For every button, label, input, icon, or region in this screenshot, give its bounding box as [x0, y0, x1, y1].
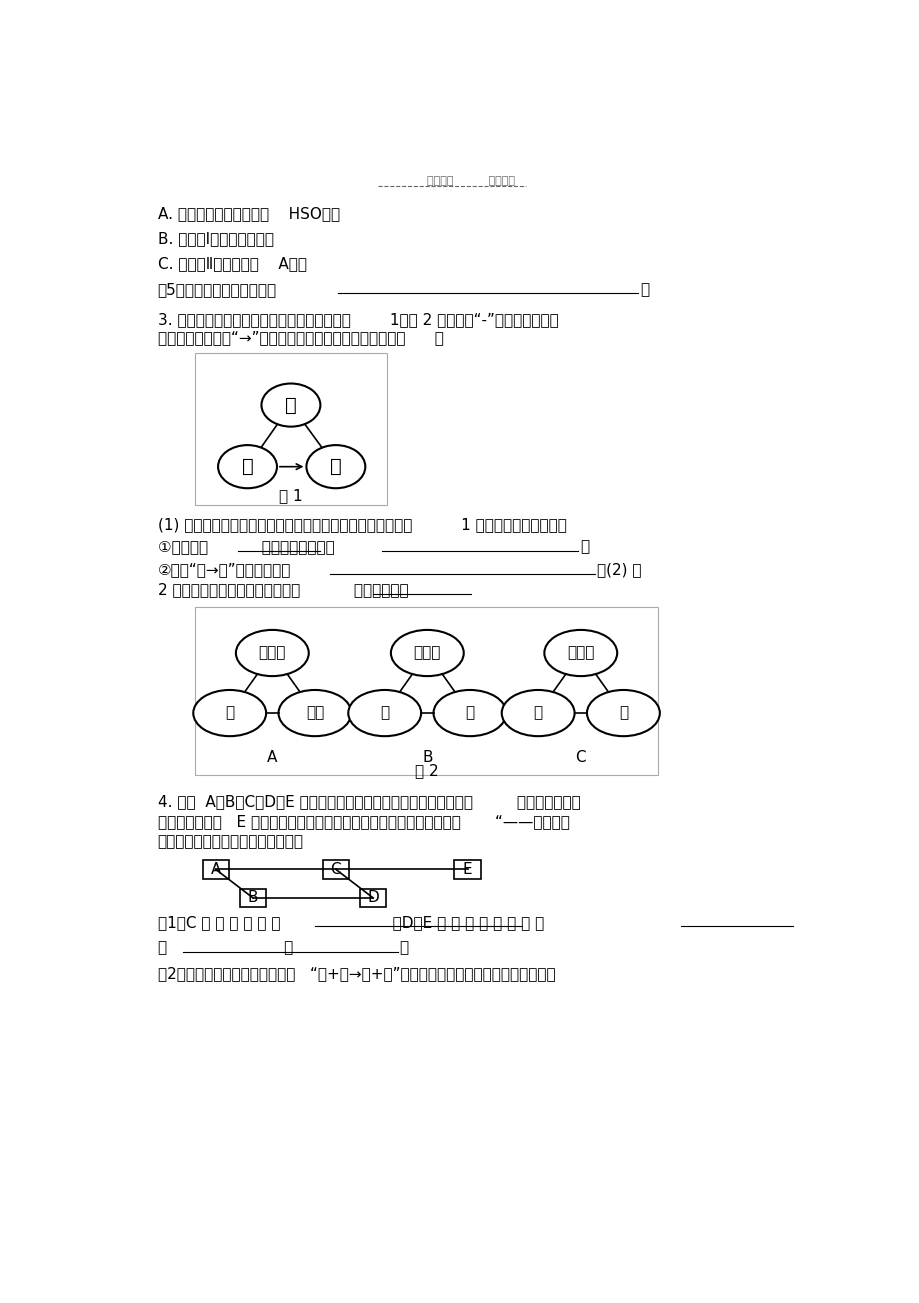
Text: ②写出“乙→丙”的化学方程式: ②写出“乙→丙”的化学方程式	[157, 562, 290, 577]
Text: A: A	[267, 751, 278, 765]
Text: （5）请写出铜的一种用途：: （5）请写出铜的一种用途：	[157, 281, 277, 297]
Ellipse shape	[586, 691, 659, 736]
Ellipse shape	[433, 691, 505, 736]
Text: 。(2) 图: 。(2) 图	[596, 562, 641, 577]
Text: 酸: 酸	[225, 705, 234, 721]
Text: C. 往滤渣Ⅱ中加入试剂    A不足: C. 往滤渣Ⅱ中加入试剂 A不足	[157, 255, 306, 271]
Text: B: B	[247, 890, 258, 906]
Text: 氧化物: 氧化物	[414, 645, 440, 661]
Text: 4. 已知  A、B、C、D、E 分别是稀盐酸、氮氧化钓溶液、硜酸铜溶液         、氧化鐵和一氧: 4. 已知 A、B、C、D、E 分别是稀盐酸、氮氧化钓溶液、硜酸铜溶液 、氧化鐵…	[157, 794, 580, 809]
Text: 。: 。	[399, 941, 408, 955]
Text: 丙: 丙	[330, 457, 341, 476]
FancyBboxPatch shape	[195, 607, 658, 775]
Text: A: A	[210, 861, 221, 877]
Ellipse shape	[235, 629, 309, 676]
Text: 图 1: 图 1	[278, 489, 302, 503]
Text: （1）C 的 一 种 用 途 是                       ；D、E 反 应 的 化 学 方 程 式: （1）C 的 一 种 用 途 是 ；D、E 反 应 的 化 学 方 程 式	[157, 915, 543, 930]
Text: 3. 不同类别的物质间存在着一定的关系，如图        1、图 2 所示。（“-”表示相连的两种: 3. 不同类别的物质间存在着一定的关系，如图 1、图 2 所示。（“-”表示相连…	[157, 311, 558, 327]
Ellipse shape	[348, 691, 421, 736]
Text: 质在一定条件下可以反应。请回答：: 质在一定条件下可以反应。请回答：	[157, 834, 303, 850]
FancyBboxPatch shape	[454, 860, 481, 878]
Text: A. 往混合粉末中加入的稀    HSO不足: A. 往混合粉末中加入的稀 HSO不足	[157, 206, 339, 222]
Text: ①乙物质是           ，它的一种用途是: ①乙物质是 ，它的一种用途是	[157, 539, 334, 554]
Text: E: E	[462, 861, 472, 877]
Ellipse shape	[544, 629, 617, 676]
Text: 氧化物: 氧化物	[258, 645, 286, 661]
Text: C: C	[330, 861, 341, 877]
Text: 碌: 碌	[465, 705, 474, 721]
Text: C: C	[575, 751, 585, 765]
Text: 。: 。	[640, 281, 649, 297]
Text: (1) 碳酸钓溶液、氮氧化钓溶液和稀盐酸之间的变化关系如图          1 所示，回答下列问题：: (1) 碳酸钓溶液、氮氧化钓溶液和稀盐酸之间的变化关系如图 1 所示，回答下列问…	[157, 517, 566, 532]
Ellipse shape	[391, 629, 463, 676]
Text: 甲: 甲	[285, 396, 297, 414]
FancyBboxPatch shape	[240, 889, 266, 907]
FancyBboxPatch shape	[359, 889, 386, 907]
Text: 图 2: 图 2	[414, 764, 437, 778]
Text: （2）上述各物质间的反应均可用   “甲+乙→丙+丁”表示，其中不属于四种基本反应类型，: （2）上述各物质间的反应均可用 “甲+乙→丙+丁”表示，其中不属于四种基本反应类…	[157, 967, 555, 981]
Text: B. 往滤液Ⅰ中加入鐵粉不足: B. 往滤液Ⅰ中加入鐵粉不足	[157, 231, 273, 246]
Ellipse shape	[218, 446, 277, 489]
Text: D: D	[367, 890, 379, 906]
Ellipse shape	[501, 691, 574, 736]
Ellipse shape	[261, 383, 320, 426]
Text: 金属: 金属	[305, 705, 323, 721]
Ellipse shape	[193, 691, 266, 736]
FancyBboxPatch shape	[323, 860, 348, 878]
Text: 盐: 盐	[380, 705, 389, 721]
Ellipse shape	[306, 446, 365, 489]
Text: 为                        。: 为 。	[157, 941, 292, 955]
Text: 氧化物: 氧化物	[566, 645, 594, 661]
Text: 化碳中的一种，   E 是实验室一种常见溶液，它们之间的关系如图所示，       “——两端的物: 化碳中的一种， E 是实验室一种常见溶液，它们之间的关系如图所示， “——两端的…	[157, 814, 569, 829]
Ellipse shape	[278, 691, 351, 736]
Text: B: B	[422, 751, 432, 765]
Text: 物质能发生反应，“→”表示某种物质可转化为另一种物质。      ）: 物质能发生反应，“→”表示某种物质可转化为另一种物质。 ）	[157, 331, 443, 345]
FancyBboxPatch shape	[195, 353, 387, 506]
Text: 碌: 碌	[618, 705, 628, 721]
Text: 。: 。	[579, 539, 588, 554]
Text: 2 能体现某些物质间变化关系的是           。（填标号）: 2 能体现某些物质间变化关系的是 。（填标号）	[157, 582, 408, 597]
Text: 酸: 酸	[533, 705, 542, 721]
FancyBboxPatch shape	[202, 860, 229, 878]
Text: 学习必备          欢迎下载: 学习必备 欢迎下载	[427, 176, 515, 185]
Text: 乙: 乙	[242, 457, 253, 476]
